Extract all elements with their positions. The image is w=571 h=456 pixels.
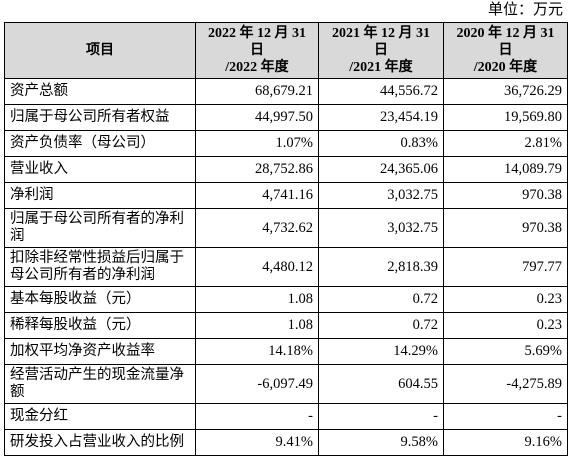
header-line: 2022 年 12 月 31 日 xyxy=(208,26,306,58)
value-cell: - xyxy=(443,403,568,430)
row-label: 基本每股收益（元） xyxy=(4,286,196,313)
value-cell: 0.23 xyxy=(443,312,568,339)
value-cell: 2.81% xyxy=(443,130,568,157)
value-cell: 1.08 xyxy=(195,312,319,339)
header-line: /2022 年度 xyxy=(225,60,289,75)
header-row: 项目 2022 年 12 月 31 日/2022 年度 2021 年 12 月 31… xyxy=(4,22,568,79)
value-cell: 604.55 xyxy=(318,364,444,404)
table-row: 营业收入 28,752.86 24,365.06 14,089.79 xyxy=(4,156,568,183)
value-cell: - xyxy=(195,403,319,430)
value-cell: 3,032.75 xyxy=(318,208,444,248)
header-line: 2021 年 12 月 31 日 xyxy=(332,26,430,58)
header-line: 2020 年 12 月 31 日 xyxy=(456,26,555,58)
value-cell: 44,556.72 xyxy=(318,78,444,105)
value-cell: 24,365.06 xyxy=(318,156,444,183)
table-row: 归属于母公司所有者的净利润 4,732.62 3,032.75 970.38 xyxy=(4,208,568,248)
value-cell: 14.18% xyxy=(195,338,319,365)
table-row: 现金分红 - - - xyxy=(4,403,568,430)
table-row: 资产总额 68,679.21 44,556.72 36,726.29 xyxy=(4,78,568,105)
value-cell: 28,752.86 xyxy=(195,156,319,183)
value-cell: 23,454.19 xyxy=(318,104,444,131)
row-label: 营业收入 xyxy=(4,156,196,183)
table-row: 扣除非经常性损益后归属于母公司所有者的净利润 4,480.12 2,818.39 79… xyxy=(4,247,568,287)
value-cell: 5.69% xyxy=(443,338,568,365)
value-cell: 1.07% xyxy=(195,130,319,157)
value-cell: 14,089.79 xyxy=(443,156,568,183)
row-label: 扣除非经常性损益后归属于母公司所有者的净利润 xyxy=(4,247,196,287)
value-cell: 3,032.75 xyxy=(318,182,444,209)
value-cell: -6,097.49 xyxy=(195,364,319,404)
value-cell: 0.72 xyxy=(318,286,444,313)
value-cell: 1.08 xyxy=(195,286,319,313)
header-cell: 项目 xyxy=(4,22,196,79)
header-cell: 2022 年 12 月 31 日/2022 年度 xyxy=(195,22,319,79)
row-label: 经营活动产生的现金流量净额 xyxy=(4,364,196,404)
value-cell: - xyxy=(318,403,444,430)
value-cell: 0.83% xyxy=(318,130,444,157)
row-label: 归属于母公司所有者权益 xyxy=(4,104,196,131)
value-cell: 19,569.80 xyxy=(443,104,568,131)
header-line: /2021 年度 xyxy=(349,60,413,75)
unit-label: 单位：万元 xyxy=(487,2,563,18)
value-cell: 2,818.39 xyxy=(318,247,444,287)
value-cell: 4,732.62 xyxy=(195,208,319,248)
table-row: 净利润 4,741.16 3,032.75 970.38 xyxy=(4,182,568,209)
value-cell: 970.38 xyxy=(443,182,568,209)
value-cell: 36,726.29 xyxy=(443,78,568,105)
header-cell: 2021 年 12 月 31 日/2021 年度 xyxy=(318,22,444,79)
header-cell: 2020 年 12 月 31 日/2020 年度 xyxy=(443,22,568,79)
value-cell: -4,275.89 xyxy=(443,364,568,404)
value-cell: 4,480.12 xyxy=(195,247,319,287)
table-row: 稀释每股收益（元） 1.08 0.72 0.23 xyxy=(4,312,568,339)
row-label: 净利润 xyxy=(4,182,196,209)
financial-table: 项目 2022 年 12 月 31 日/2022 年度 2021 年 12 月 31… xyxy=(4,22,568,456)
value-cell: 797.77 xyxy=(443,247,568,287)
row-label: 资产负债率（母公司） xyxy=(4,130,196,157)
page: 单位：万元 项目 2022 年 12 月 31 日/2022 年度 2021 年 1… xyxy=(4,2,568,456)
row-label: 加权平均净资产收益率 xyxy=(4,338,196,365)
value-cell: 970.38 xyxy=(443,208,568,248)
row-label: 稀释每股收益（元） xyxy=(4,312,196,339)
value-cell: 0.23 xyxy=(443,286,568,313)
value-cell: 0.72 xyxy=(318,312,444,339)
value-cell: 4,741.16 xyxy=(195,182,319,209)
header-line: /2020 年度 xyxy=(473,60,538,75)
table-row: 归属于母公司所有者权益 44,997.50 23,454.19 19,569.80 xyxy=(4,104,568,131)
table-row: 经营活动产生的现金流量净额 -6,097.49 604.55 -4,275.89 xyxy=(4,364,568,404)
table-row: 资产负债率（母公司） 1.07% 0.83% 2.81% xyxy=(4,130,568,157)
header-line: 项目 xyxy=(86,43,114,58)
table-row: 基本每股收益（元） 1.08 0.72 0.23 xyxy=(4,286,568,313)
row-label: 归属于母公司所有者的净利润 xyxy=(4,208,196,248)
row-label: 现金分红 xyxy=(4,403,196,430)
value-cell: 14.29% xyxy=(318,338,444,365)
table-row: 加权平均净资产收益率 14.18% 14.29% 5.69% xyxy=(4,338,568,365)
row-label: 资产总额 xyxy=(4,78,196,105)
value-cell: 68,679.21 xyxy=(195,78,319,105)
value-cell: 44,997.50 xyxy=(195,104,319,131)
